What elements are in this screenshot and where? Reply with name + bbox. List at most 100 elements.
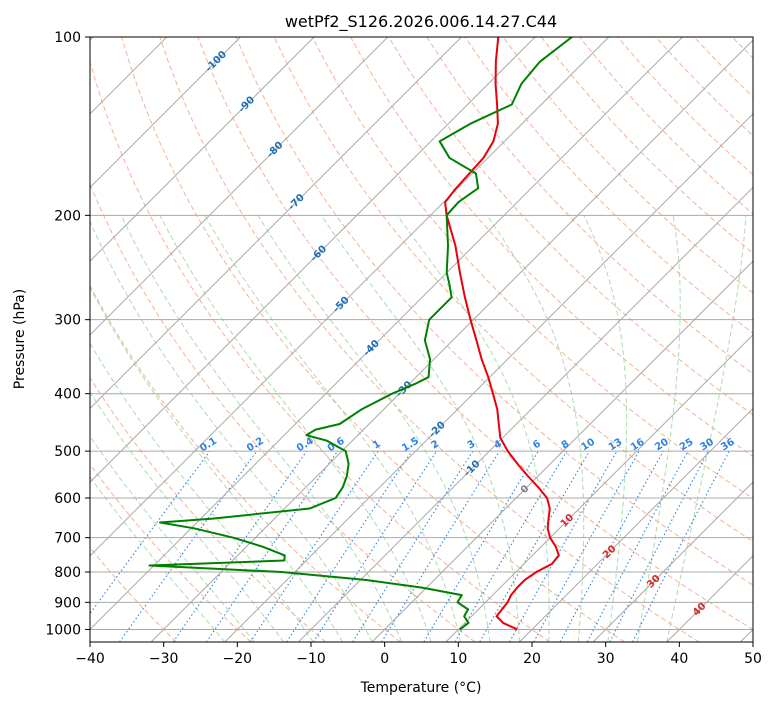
isotherm-line	[298, 186, 753, 642]
y-tick-label: 800	[54, 565, 81, 581]
dry-adiabat-line	[90, 284, 401, 642]
theta-label: 20	[601, 544, 619, 562]
y-tick-label: 300	[54, 313, 81, 329]
mixing-ratio-line	[90, 450, 211, 615]
x-tick-label: 10	[449, 651, 467, 667]
x-tick-label: 20	[523, 651, 541, 667]
dry-adiabat-line	[350, 37, 753, 457]
moist-adiabat-line	[666, 215, 747, 642]
isotherm-line	[90, 37, 389, 336]
x-tick-label: 50	[744, 651, 762, 667]
isotherm-line	[666, 555, 753, 642]
dry-adiabat-line	[159, 37, 700, 642]
isotherm-label: -70	[286, 192, 307, 213]
isotherm-line	[150, 39, 753, 642]
mixing-ratio-line	[559, 450, 664, 642]
dry-adiabat-line	[502, 37, 753, 294]
moist-adiabat-line	[204, 215, 461, 642]
dewpoint-profile-line	[148, 37, 573, 631]
x-tick-label: −40	[75, 651, 105, 667]
moist-adiabat-line	[636, 215, 681, 642]
mixing-ratio-line	[119, 450, 258, 642]
isotherm-line	[371, 260, 753, 642]
mixing-ratio-line	[249, 450, 379, 642]
isotherm-line	[224, 113, 753, 642]
mixing-ratio-line	[454, 450, 568, 642]
chart-title: wetPf2_S126.2026.006.14.27.C44	[285, 12, 557, 32]
y-tick-label: 600	[54, 491, 81, 507]
temperature-profile-line	[444, 37, 560, 631]
moist-adiabat-line	[90, 391, 285, 642]
mixing-ratio-line	[533, 450, 640, 642]
x-tick-label: −30	[149, 651, 179, 667]
y-tick-label: 100	[54, 30, 81, 46]
moist-adiabat-line	[90, 220, 373, 642]
x-tick-label: 30	[597, 651, 615, 667]
dry-adiabat-line	[464, 37, 753, 334]
isotherm-line	[592, 481, 753, 642]
moist-adiabat-line	[90, 476, 226, 642]
background-lines	[90, 37, 753, 642]
isotherm-line	[90, 37, 610, 557]
isotherm-line	[90, 37, 315, 262]
y-tick-label: 400	[54, 387, 81, 403]
y-tick-label: 200	[54, 208, 81, 224]
moist-adiabat-line	[583, 215, 628, 642]
moist-adiabat-line	[159, 215, 432, 642]
dry-adiabat-line	[540, 37, 753, 254]
x-tick-label: −10	[296, 651, 326, 667]
y-tick-label: 500	[54, 444, 81, 460]
dry-adiabat-line	[90, 463, 252, 642]
dry-adiabat-line	[121, 37, 625, 642]
moist-adiabat-line	[120, 215, 403, 642]
moist-adiabat-line	[90, 286, 344, 642]
mixing-ratio-line	[381, 450, 500, 642]
x-tick-label: 40	[670, 651, 688, 667]
y-axis-ticks: 100 200 300 400 500 600 700 800 900 1000	[45, 30, 90, 638]
isotherm-line	[445, 334, 753, 642]
moist-adiabat-line	[396, 215, 550, 642]
isotherm-line	[740, 628, 753, 642]
moist-adiabat-line	[486, 215, 585, 642]
mixing-ratio-label: 4	[492, 438, 504, 451]
dry-adiabat-line	[693, 37, 753, 98]
dry-adiabat-line	[235, 37, 753, 586]
mixing-ratio-label: 1	[371, 438, 383, 451]
gridlines	[90, 37, 753, 642]
dry-adiabat-line	[90, 376, 326, 642]
plot-frame	[89, 36, 754, 643]
mixing-ratio-label: 8	[560, 438, 572, 451]
theta-label: 40	[691, 601, 709, 619]
mixing-ratio-label: 2	[429, 438, 441, 451]
isotherm-line	[90, 37, 536, 483]
dry-adiabat-line	[617, 37, 753, 176]
y-tick-label: 1000	[45, 622, 81, 638]
isotherm-line	[90, 37, 683, 631]
mixing-ratio-label: 6	[531, 438, 543, 451]
moist-adiabat-line	[90, 342, 314, 642]
dry-adiabat-line	[90, 546, 177, 642]
x-axis-label: Temperature (°C)	[360, 680, 482, 696]
moist-adiabat-line	[90, 435, 255, 642]
moist-adiabat-line	[257, 215, 491, 642]
dry-adiabat-line	[311, 37, 753, 500]
y-axis-label: Pressure (hPa)	[12, 289, 28, 389]
dry-adiabat-line	[655, 37, 753, 137]
mixing-ratio-line	[172, 450, 308, 642]
dry-adiabat-line	[197, 37, 753, 631]
mixing-ratio-label: 3	[466, 438, 478, 451]
mixing-ratio-line	[586, 450, 689, 642]
isotherm-line	[519, 407, 753, 642]
isotherm-line	[90, 37, 241, 189]
mixing-ratio-line	[286, 450, 413, 642]
dry-adiabat-line	[90, 182, 476, 642]
mixing-ratio-line	[632, 450, 730, 642]
y-tick-label: 700	[54, 531, 81, 547]
x-tick-label: 0	[380, 651, 389, 667]
isotherm-line	[90, 37, 462, 410]
dry-adiabat-line	[388, 37, 753, 416]
y-tick-label: 900	[54, 595, 81, 611]
